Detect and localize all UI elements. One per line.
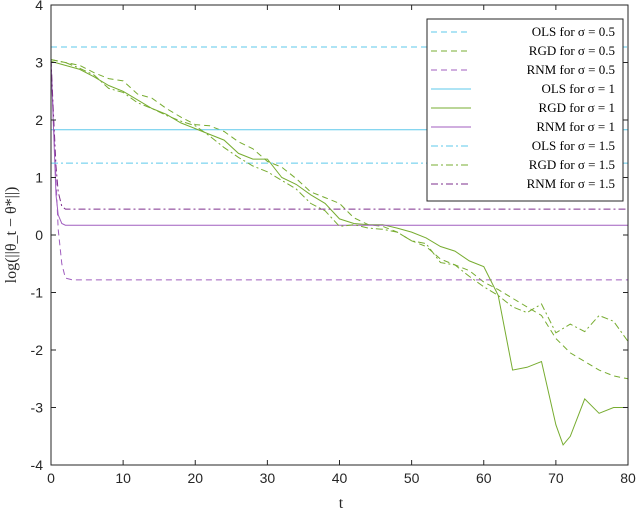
y-tick-label: 0 [35, 227, 43, 243]
y-tick-label: 1 [35, 170, 43, 186]
y-tick-label: 3 [35, 55, 43, 71]
x-tick-label: 70 [548, 470, 564, 486]
series-line-8 [50, 59, 628, 210]
legend-entry: RNM for σ = 0.5 [527, 62, 615, 77]
legend-entry: RGD for σ = 1.5 [529, 157, 615, 172]
y-axis-label: log(||θ_t − θ*||) [3, 187, 20, 284]
x-tick-label: 80 [620, 470, 636, 486]
y-tick-label: -1 [31, 285, 44, 301]
y-tick-label: -4 [31, 457, 44, 473]
tick-marks [50, 4, 629, 466]
legend-entry: RNM for σ = 1 [536, 119, 615, 134]
series-line-2 [50, 59, 628, 281]
x-axis-label: t [339, 495, 344, 512]
x-tick-label: 30 [260, 470, 276, 486]
y-tick-label: 2 [35, 112, 43, 128]
legend-entry: OLS for σ = 0.5 [532, 24, 615, 39]
y-tick-label: -2 [31, 342, 44, 358]
x-tick-label: 40 [332, 470, 348, 486]
x-tick-label: 0 [47, 470, 55, 486]
legend-entry: OLS for σ = 1.5 [532, 138, 615, 153]
y-tick-label: -3 [31, 400, 44, 416]
x-tick-label: 60 [476, 470, 492, 486]
legend-entry: RGD for σ = 0.5 [529, 43, 615, 58]
y-tick-label: 4 [35, 0, 43, 13]
legend-entry: RNM for σ = 1.5 [527, 176, 615, 191]
series-line-7 [50, 59, 629, 342]
legend-entry: RGD for σ = 1 [539, 100, 615, 115]
x-tick-label: 20 [187, 470, 203, 486]
x-tick-label: 50 [404, 470, 420, 486]
legend-entry: OLS for σ = 1 [541, 81, 615, 96]
x-tick-label: 10 [115, 470, 131, 486]
legend: OLS for σ = 0.5 RGD for σ = 0.5 RNM for σ … [426, 18, 624, 202]
legend-box [426, 18, 624, 202]
